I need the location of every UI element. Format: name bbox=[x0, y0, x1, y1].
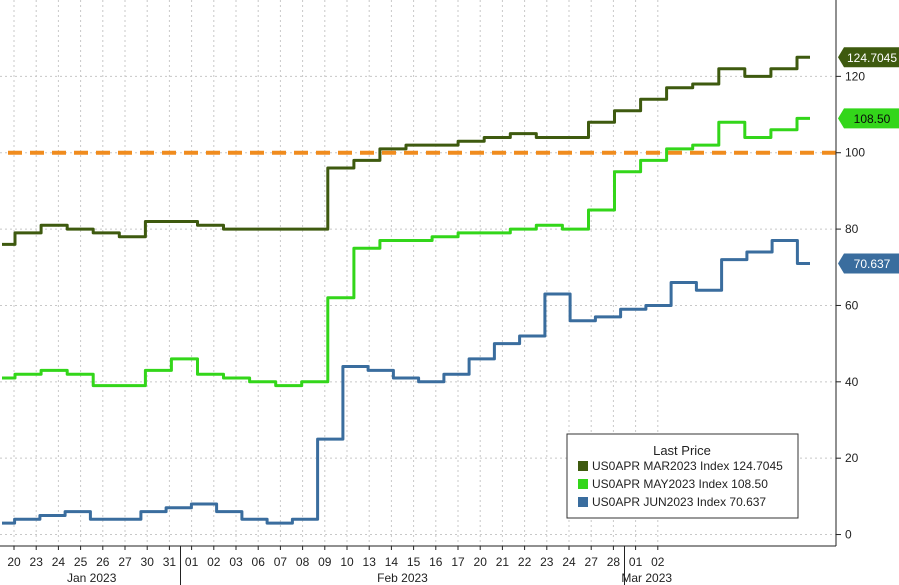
legend-swatch bbox=[578, 497, 588, 507]
x-tick-label: 14 bbox=[385, 555, 399, 569]
y-tick-label: 20 bbox=[845, 451, 859, 465]
legend: Last Price US0APR MAR2023 Index 124.7045… bbox=[566, 433, 799, 519]
last-price-badge-0 bbox=[838, 47, 899, 68]
y-tick-label: 120 bbox=[845, 69, 865, 83]
x-tick-label: 22 bbox=[518, 555, 532, 569]
y-tick-label: 100 bbox=[845, 146, 865, 160]
x-tick-label: 03 bbox=[229, 555, 243, 569]
x-tick-label: 17 bbox=[451, 555, 465, 569]
x-axis-months: Jan 2023 Feb 2023 Mar 2023 bbox=[67, 546, 672, 585]
x-tick-label: 30 bbox=[141, 555, 155, 569]
series-line-1 bbox=[2, 116, 810, 388]
x-tick-label: 27 bbox=[585, 555, 599, 569]
series-line-0 bbox=[2, 55, 810, 246]
y-tick-label: 60 bbox=[845, 298, 859, 312]
legend-label: US0APR MAR2023 Index 124.7045 bbox=[592, 459, 783, 473]
legend-box bbox=[566, 433, 799, 519]
last-price-label-0: 124.7045 bbox=[847, 51, 897, 65]
x-tick-label: 23 bbox=[30, 555, 44, 569]
series-layer bbox=[2, 55, 810, 525]
legend-label: US0APR MAY2023 Index 108.50 bbox=[592, 477, 768, 491]
x-tick-label: 20 bbox=[7, 555, 21, 569]
x-tick-label: 10 bbox=[340, 555, 354, 569]
series-line-2 bbox=[2, 239, 810, 525]
month-label: Jan 2023 bbox=[67, 571, 117, 585]
x-tick-label: 26 bbox=[96, 555, 110, 569]
legend-label: US0APR JUN2023 Index 70.637 bbox=[592, 495, 766, 509]
x-tick-label: 31 bbox=[163, 555, 177, 569]
x-tick-label: 27 bbox=[118, 555, 132, 569]
legend-title: Last Price bbox=[653, 443, 711, 458]
x-tick-label: 23 bbox=[540, 555, 554, 569]
y-tick-label: 40 bbox=[845, 375, 859, 389]
x-tick-label: 20 bbox=[474, 555, 488, 569]
x-tick-label: 28 bbox=[607, 555, 621, 569]
x-tick-label: 01 bbox=[185, 555, 199, 569]
last-price-label-2: 70.637 bbox=[854, 257, 891, 271]
legend-swatch bbox=[578, 461, 588, 471]
x-tick-label: 02 bbox=[651, 555, 665, 569]
x-tick-label: 25 bbox=[74, 555, 88, 569]
x-tick-label: 24 bbox=[562, 555, 576, 569]
y-tick-label: 0 bbox=[845, 528, 852, 542]
x-tick-label: 09 bbox=[318, 555, 332, 569]
grid-lines bbox=[0, 0, 836, 546]
last-price-badge-2 bbox=[838, 253, 899, 274]
x-tick-label: 08 bbox=[296, 555, 310, 569]
y-tick-label: 80 bbox=[845, 222, 859, 236]
x-axis-ticks: 20 23 24 25 26 27 30 31 01 02 03 06 07 08 09 10 13 14 15 16… bbox=[7, 546, 665, 569]
last-price-badges: 124.7045 108.50 70.637 bbox=[838, 47, 899, 274]
x-tick-label: 06 bbox=[252, 555, 266, 569]
x-tick-label: 21 bbox=[496, 555, 510, 569]
x-tick-label: 24 bbox=[52, 555, 66, 569]
month-label: Feb 2023 bbox=[377, 571, 428, 585]
y-axis-ticks: 0 20 40 60 80 100 120 bbox=[836, 69, 865, 542]
x-tick-label: 13 bbox=[363, 555, 377, 569]
last-price-label-1: 108.50 bbox=[854, 112, 891, 126]
x-tick-label: 02 bbox=[207, 555, 221, 569]
last-price-badge-1 bbox=[838, 108, 899, 129]
legend-entries: US0APR MAR2023 Index 124.7045 US0APR MAY2… bbox=[578, 459, 783, 509]
legend-swatch bbox=[578, 479, 588, 489]
x-tick-label: 15 bbox=[407, 555, 421, 569]
x-tick-label: 07 bbox=[274, 555, 288, 569]
month-label: Mar 2023 bbox=[621, 571, 672, 585]
x-tick-label: 01 bbox=[629, 555, 643, 569]
x-tick-label: 16 bbox=[429, 555, 443, 569]
